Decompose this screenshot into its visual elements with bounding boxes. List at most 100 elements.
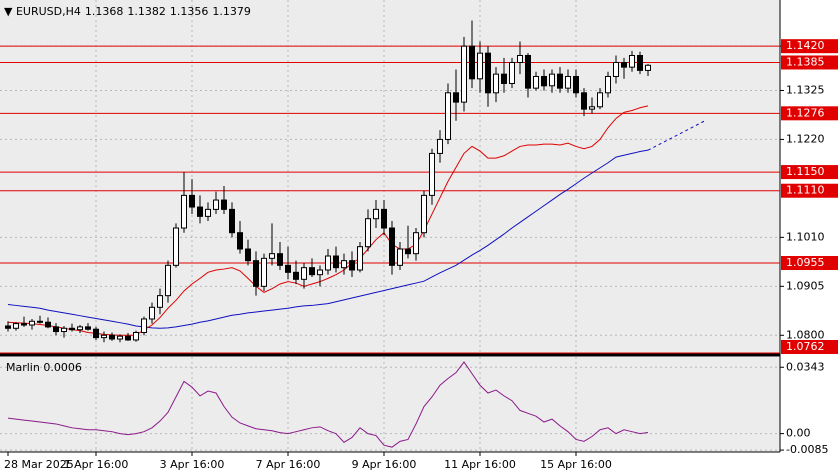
candle-body: [325, 255, 331, 271]
candle-body: [357, 246, 363, 271]
level-label-box: [781, 39, 838, 54]
indicator-name: Marlin: [6, 361, 40, 374]
candle-body: [293, 271, 299, 280]
candle-body: [165, 264, 171, 297]
candle-body: [373, 208, 379, 220]
candle-body: [133, 331, 139, 341]
candle-body: [21, 323, 27, 326]
candle-body: [229, 208, 235, 234]
candle-body: [157, 295, 163, 308]
candle-body: [637, 54, 643, 71]
candle-body: [69, 327, 75, 331]
x-tick-label: 7 Apr 16:00: [256, 458, 321, 471]
y-tick-label: 1.0800: [786, 328, 825, 341]
candle-body: [477, 52, 483, 80]
y-tick-label: 0.0343: [786, 360, 825, 373]
x-tick-label: 9 Apr 16:00: [352, 458, 417, 471]
slow-ma: [7, 149, 649, 329]
candle-body: [389, 227, 395, 266]
main-panel: [0, 0, 780, 353]
candle-body: [445, 92, 451, 140]
candle-body: [365, 218, 371, 248]
candle-body: [501, 73, 507, 84]
level-label-box: [781, 165, 838, 180]
level-label: 1.0955: [786, 256, 825, 269]
candle-body: [549, 73, 555, 87]
candle-body: [29, 320, 35, 326]
candle-body: [117, 335, 123, 340]
candle-body: [245, 248, 251, 262]
candle-body: [525, 54, 531, 89]
candle-body: [149, 306, 155, 320]
level-label-box: [781, 55, 838, 70]
candle-body: [413, 232, 419, 255]
candle-body: [453, 92, 459, 103]
y-tick-label: 1.1010: [786, 230, 825, 243]
candle-body: [341, 260, 347, 269]
candle-body: [405, 248, 411, 255]
candle-body: [333, 255, 339, 269]
header: ▼ EURUSD,H4 1.1368 1.1382 1.1356 1.1379: [4, 5, 251, 18]
candle-body: [381, 208, 387, 229]
candle-body: [77, 326, 83, 331]
level-label-box: [781, 183, 838, 198]
candle-body: [261, 257, 267, 287]
candle-body: [285, 264, 291, 273]
indicator-panel: [0, 357, 780, 452]
indicator-line: [7, 361, 649, 448]
level-label-box: [781, 106, 838, 121]
candle-body: [37, 320, 43, 323]
x-tick-label: 15 Apr 16:00: [540, 458, 612, 471]
level-label: 1.1110: [786, 184, 825, 197]
candle-body: [517, 54, 523, 63]
candle-body: [437, 138, 443, 154]
candle-body: [109, 334, 115, 340]
candle-body: [5, 325, 11, 329]
y-tick-label: 1.0905: [786, 279, 825, 292]
candle-body: [53, 326, 59, 333]
candle-body: [101, 334, 107, 339]
level-label-box: [781, 256, 838, 271]
candle-body: [509, 61, 515, 84]
candle-body: [645, 64, 651, 71]
open: 1.1368: [84, 5, 124, 18]
candle-body: [613, 61, 619, 77]
candle-body: [125, 335, 131, 341]
candle-body: [309, 267, 315, 276]
candle-body: [221, 199, 227, 210]
candle-body: [429, 152, 435, 196]
slow-ma-projection: [647, 120, 705, 151]
candle-body: [605, 75, 611, 94]
candle-body: [597, 92, 603, 108]
candle-body: [85, 326, 91, 330]
candle-body: [421, 194, 427, 234]
symbol: EURUSD,H4: [15, 5, 81, 18]
x-tick-label: 28 Mar 2025: [4, 458, 74, 471]
candle-body: [629, 54, 635, 68]
y-tick-label: 1.1325: [786, 83, 825, 96]
candle-body: [45, 321, 51, 328]
candle-body: [197, 206, 203, 217]
level-label: 1.1420: [786, 39, 825, 52]
y-tick-label: 1.1220: [786, 132, 825, 145]
candle-body: [61, 327, 67, 333]
candle-body: [141, 318, 147, 333]
candle-body: [13, 323, 19, 329]
candle-body: [277, 253, 283, 266]
y-tick-label: -0.0085: [786, 443, 828, 456]
candle-body: [349, 260, 355, 271]
low: 1.1356: [169, 5, 209, 18]
candle-body: [573, 75, 579, 94]
level-label-box: [781, 340, 838, 354]
candle-body: [533, 75, 539, 89]
candle-body: [205, 208, 211, 217]
candle-body: [461, 45, 467, 103]
y-tick-label: 0.00: [786, 427, 811, 440]
candle-body: [621, 61, 627, 68]
candle-body: [237, 232, 243, 250]
candle-body: [485, 52, 491, 94]
candle-body: [181, 194, 187, 229]
level-label: 1.1150: [786, 165, 825, 178]
